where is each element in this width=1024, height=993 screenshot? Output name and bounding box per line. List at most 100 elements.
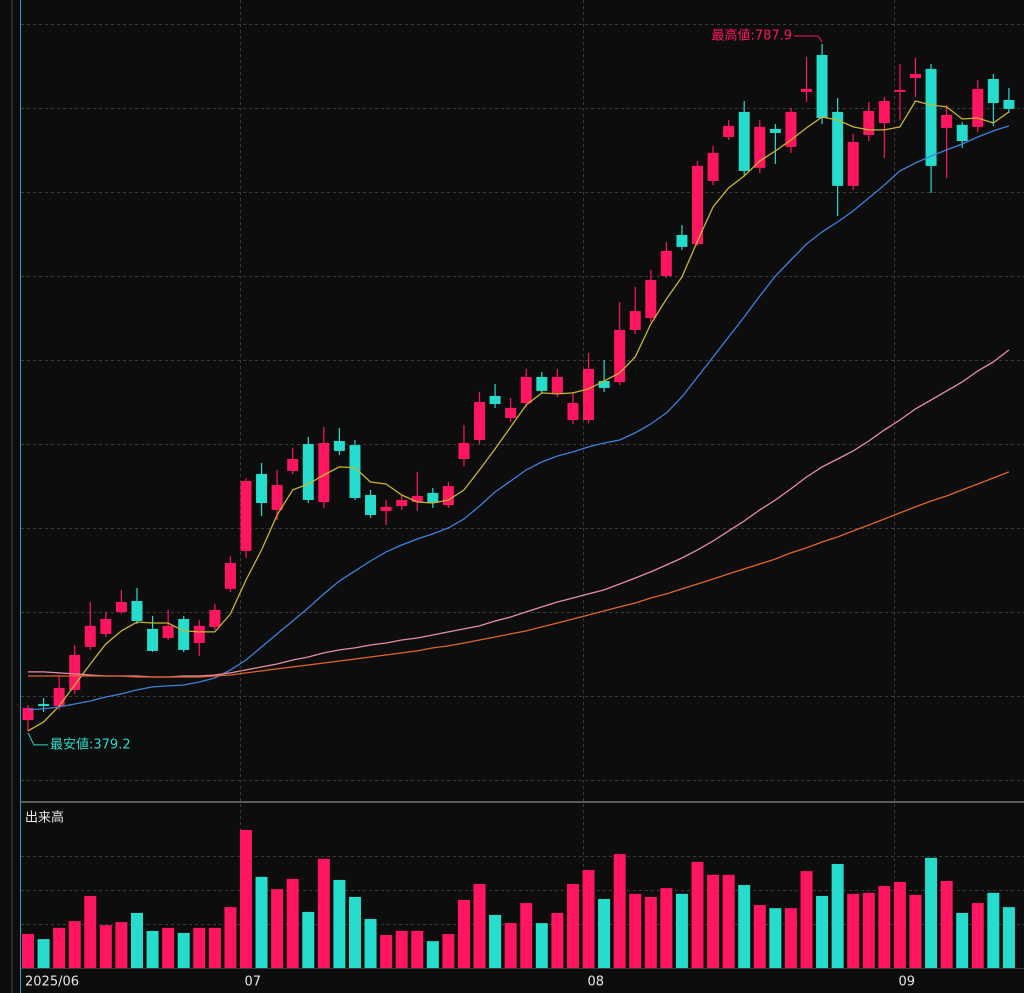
candle-body: [178, 618, 190, 650]
candle-body: [863, 110, 875, 135]
volume-bar: [286, 878, 299, 968]
volume-bar: [598, 898, 611, 968]
candle-body: [894, 89, 906, 92]
volume-bar: [644, 896, 657, 968]
candle-body: [738, 111, 750, 171]
candle-body: [69, 654, 81, 690]
volume-bar: [769, 908, 782, 968]
moving-average-line: [27, 125, 1010, 711]
candle-body: [614, 329, 626, 383]
candle-body: [333, 441, 345, 451]
volume-bar: [691, 861, 704, 968]
volume-bar: [800, 871, 813, 968]
candle-body: [489, 395, 501, 405]
candle-body: [458, 443, 470, 459]
volume-bar: [878, 886, 891, 968]
volume-bar: [224, 907, 237, 968]
volume-bar: [722, 874, 735, 968]
candle-body: [723, 125, 735, 137]
candle-body: [474, 402, 486, 440]
candle-body: [1003, 100, 1015, 109]
volume-bar: [317, 858, 330, 968]
candle-body: [411, 495, 423, 503]
candle-body: [115, 602, 127, 612]
candle-body: [147, 628, 159, 651]
candle-body: [645, 280, 657, 318]
candle-body: [302, 444, 314, 500]
volume-bar: [1002, 907, 1015, 968]
candle-body: [349, 445, 361, 498]
candle-body: [551, 376, 563, 393]
volume-bar: [629, 893, 642, 968]
candle-body: [972, 88, 984, 127]
volume-bar: [738, 885, 751, 968]
candle-body: [754, 126, 766, 168]
volume-bar: [660, 888, 673, 968]
candle-body: [505, 407, 517, 418]
volume-bar: [925, 857, 938, 968]
candle-body: [427, 492, 439, 504]
volume-bar: [956, 912, 969, 968]
volume-bar: [831, 863, 844, 968]
candle-body: [878, 101, 890, 124]
volume-bar: [208, 927, 221, 968]
volume-bar: [582, 870, 595, 968]
candle-body: [707, 152, 719, 182]
x-tick-label: 08: [588, 975, 605, 990]
high-pointer: [794, 35, 823, 43]
volume-bar: [457, 900, 470, 968]
volume-bar: [193, 927, 206, 968]
candle-body: [84, 625, 96, 647]
candle-body: [598, 381, 610, 388]
volume-bar: [348, 896, 361, 968]
volume-bar: [489, 914, 502, 968]
volume-bar: [411, 930, 424, 968]
volume-bar: [613, 854, 626, 968]
candle-body: [396, 500, 408, 507]
candle-body: [442, 486, 454, 506]
candle-body: [832, 111, 844, 186]
candle-body: [380, 506, 392, 511]
volume-bar: [753, 905, 766, 968]
candle-body: [660, 250, 672, 276]
candle-body: [22, 707, 34, 720]
candle-body: [365, 494, 377, 515]
volume-bar: [520, 903, 533, 968]
candle-body: [520, 376, 532, 404]
candle-body: [567, 403, 579, 420]
candle-body: [536, 376, 548, 391]
candle-body: [131, 601, 143, 622]
volume-bar: [816, 895, 829, 968]
volume-bar: [364, 919, 377, 968]
candle-body: [629, 311, 641, 330]
candle-body: [692, 165, 704, 245]
volume-bar: [99, 925, 112, 968]
volume-title: 出来高: [25, 810, 64, 826]
volume-bar: [675, 893, 688, 968]
candle-body: [909, 73, 921, 78]
volume-bar: [395, 930, 408, 968]
volume-bar: [333, 879, 346, 968]
volume-bar: [473, 884, 486, 968]
candle-body: [583, 368, 595, 420]
candle-body: [38, 704, 50, 707]
candle-body: [53, 687, 65, 707]
low-label: 最安値:379.2: [50, 736, 131, 752]
moving-average-line: [27, 100, 1010, 732]
volume-bar: [940, 880, 953, 968]
volume-bar: [504, 923, 517, 968]
candle-body: [193, 625, 205, 644]
candle-body: [100, 618, 112, 634]
candle-body: [785, 111, 797, 147]
low-pointer: [27, 732, 48, 746]
volume-bar: [442, 934, 455, 968]
volume-bar: [380, 935, 393, 968]
volume-bar: [162, 927, 175, 968]
candle-body: [318, 443, 330, 503]
moving-average-line: [28, 349, 1010, 678]
candle-body: [769, 128, 781, 133]
x-tick-label: 2025/06: [25, 975, 79, 990]
candle-body: [801, 88, 812, 92]
